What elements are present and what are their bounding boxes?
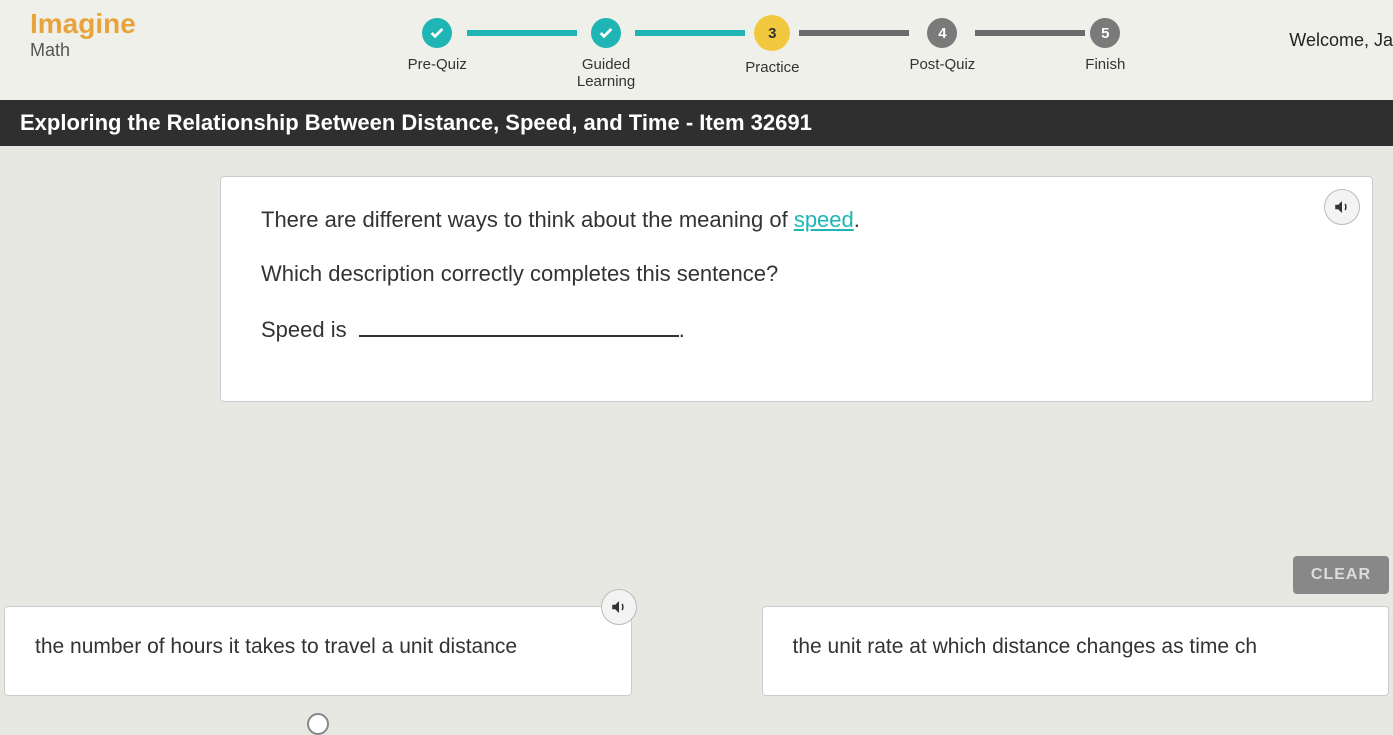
question-card: There are different ways to think about … xyxy=(220,176,1373,402)
step-label: Pre-Quiz xyxy=(408,56,467,73)
answer-option-2[interactable]: the unit rate at which distance changes … xyxy=(762,606,1390,696)
checkmark-icon xyxy=(591,18,621,48)
checkmark-icon xyxy=(422,18,452,48)
question-line-1: There are different ways to think about … xyxy=(261,207,1332,233)
brand-logo: Imagine Math xyxy=(30,10,170,61)
step-label: GuidedLearning xyxy=(577,56,635,90)
answer-choices: the number of hours it takes to travel a… xyxy=(0,606,1393,696)
question-line-2: Which description correctly completes th… xyxy=(261,261,1332,287)
lesson-title-bar: Exploring the Relationship Between Dista… xyxy=(0,100,1393,146)
progress-step-prequiz[interactable]: Pre-Quiz xyxy=(408,18,467,73)
step-label: Practice xyxy=(745,59,799,76)
content-area: There are different ways to think about … xyxy=(0,146,1393,402)
step-label: Finish xyxy=(1085,56,1125,73)
progress-step-practice[interactable]: 3 Practice xyxy=(745,18,799,76)
progress-step-finish[interactable]: 5 Finish xyxy=(1085,18,1125,73)
brand-bottom: Math xyxy=(30,40,170,61)
progress-bar: Pre-Quiz GuidedLearning 3 Practice 4 Pos… xyxy=(170,18,1363,90)
progress-connector xyxy=(799,30,909,36)
glossary-term-speed[interactable]: speed xyxy=(794,207,854,232)
answer-option-1[interactable]: the number of hours it takes to travel a… xyxy=(4,606,632,696)
header: Imagine Math Pre-Quiz GuidedLearning xyxy=(0,0,1393,100)
brand-top: Imagine xyxy=(30,10,170,38)
answer-text: the unit rate at which distance changes … xyxy=(793,635,1258,658)
progress-step-postquiz[interactable]: 4 Post-Quiz xyxy=(909,18,975,73)
speaker-icon[interactable] xyxy=(1324,189,1360,225)
step-number: 5 xyxy=(1090,18,1120,48)
question-line-3: Speed is . xyxy=(261,315,1332,343)
step-number: 4 xyxy=(927,18,957,48)
clear-button[interactable]: CLEAR xyxy=(1293,556,1389,594)
step-number: 3 xyxy=(754,15,790,51)
answer-text: the number of hours it takes to travel a… xyxy=(35,635,517,658)
fill-blank xyxy=(359,315,679,337)
progress-connector xyxy=(975,30,1085,36)
progress-step-guided[interactable]: GuidedLearning xyxy=(577,18,635,90)
progress-connector xyxy=(467,30,577,36)
step-label: Post-Quiz xyxy=(909,56,975,73)
radio-button[interactable] xyxy=(307,713,329,735)
progress-connector xyxy=(635,30,745,36)
speaker-icon[interactable] xyxy=(601,589,637,625)
welcome-text: Welcome, Ja xyxy=(1289,30,1393,51)
